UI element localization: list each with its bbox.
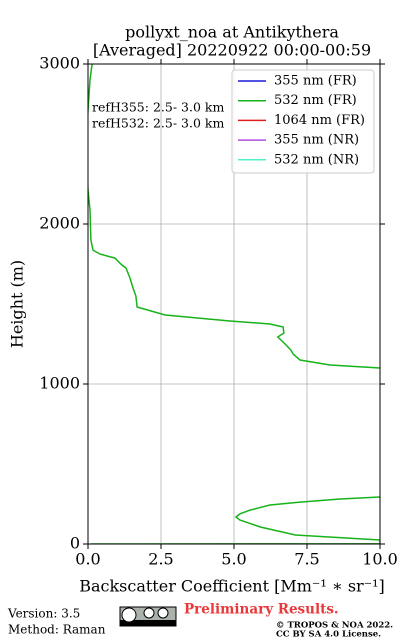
chart-title: pollyxt_noa at Antikythera: [125, 23, 339, 42]
profile-line: [88, 64, 380, 544]
legend-label: 532 nm (NR): [274, 152, 359, 167]
chart-subtitle: [Averaged] 20220922 00:00-00:59: [93, 41, 371, 60]
y-tick-label: 1000: [39, 374, 80, 393]
x-tick-label: 7.5: [294, 550, 319, 569]
x-axis-label: Backscatter Coefficient [Mm⁻¹ ∗ sr⁻¹]: [79, 577, 385, 596]
preliminary-note: Preliminary Results.: [184, 602, 339, 618]
version: Version: 3.5: [7, 607, 80, 621]
y-tick-label: 2000: [39, 214, 80, 233]
legend-label: 532 nm (FR): [274, 93, 357, 108]
legend-label: 355 nm (NR): [274, 133, 359, 148]
license: CC BY SA 4.0 License.: [276, 630, 381, 640]
y-tick-label: 3000: [39, 54, 80, 73]
method: Method: Raman: [8, 623, 106, 637]
x-tick-label: 2.5: [148, 550, 173, 569]
legend: 355 nm (FR) 532 nm (FR) 1064 nm (FR) 355 nm…: [231, 69, 375, 174]
x-tick-label: 5.0: [221, 550, 246, 569]
legend-box: [231, 69, 375, 174]
legend-label: 355 nm (FR): [274, 74, 357, 89]
y-axis-label: Height (m): [8, 260, 27, 348]
cc-badge: [119, 606, 177, 627]
x-tick-label: 10.0: [362, 550, 398, 569]
annotation: refH355: 2.5- 3.0 km: [92, 100, 224, 115]
y-tick-label: 0: [70, 534, 80, 553]
annotation: refH532: 2.5- 3.0 km: [92, 116, 224, 131]
legend-label: 1064 nm (FR): [274, 113, 365, 128]
x-tick-label: 0.0: [75, 550, 100, 569]
plot-frame: [87, 63, 381, 545]
copyright: © TROPOS & NOA 2022.: [276, 621, 393, 631]
